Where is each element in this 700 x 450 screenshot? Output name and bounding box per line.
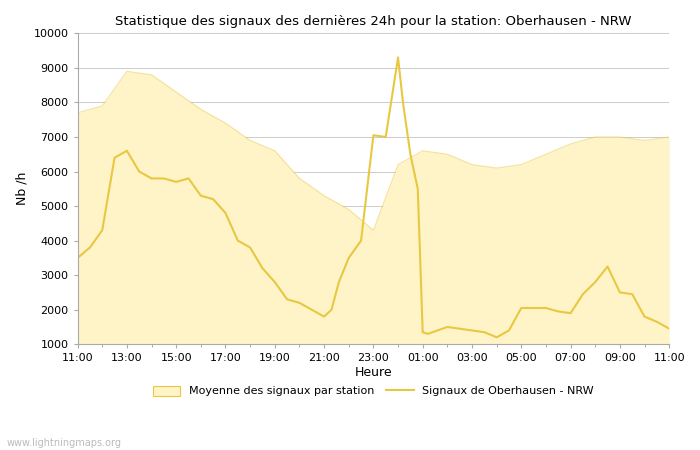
X-axis label: Heure: Heure [355,366,392,379]
Text: www.lightningmaps.org: www.lightningmaps.org [7,438,122,448]
Legend: Moyenne des signaux par station, Signaux de Oberhausen - NRW: Moyenne des signaux par station, Signaux… [148,381,598,401]
Title: Statistique des signaux des dernières 24h pour la station: Oberhausen - NRW: Statistique des signaux des dernières 24… [115,15,631,28]
Y-axis label: Nb /h: Nb /h [15,172,28,206]
